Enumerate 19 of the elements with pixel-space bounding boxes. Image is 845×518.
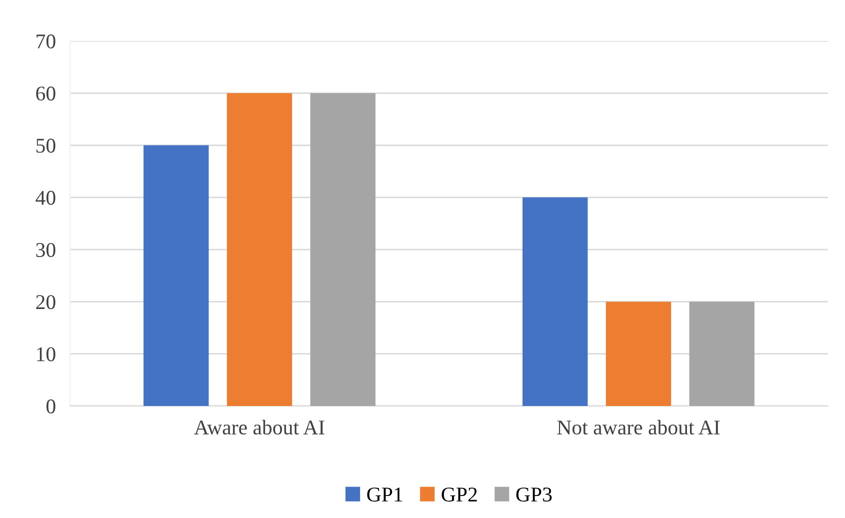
- bar: [144, 145, 209, 406]
- bar: [689, 302, 754, 406]
- legend-label: GP1: [367, 488, 402, 502]
- bar: [522, 197, 588, 406]
- y-tick-label: 10: [37, 347, 56, 362]
- y-tick-label: 0: [46, 399, 56, 414]
- y-tick-label: 40: [36, 190, 56, 205]
- y-tick-label: 70: [36, 34, 56, 48]
- bar: [226, 93, 292, 406]
- x-tick-label: Not aware about AI: [557, 420, 720, 435]
- y-tick-label: 20: [36, 295, 56, 310]
- legend-label: GP2: [442, 488, 477, 502]
- bar: [606, 302, 672, 406]
- y-tick-label: 50: [36, 138, 56, 153]
- x-tick-label: Aware about AI: [194, 420, 324, 435]
- legend-label: GP3: [516, 488, 552, 502]
- y-tick-label: 30: [36, 242, 56, 258]
- y-tick-label: 60: [36, 86, 56, 101]
- bar: [310, 93, 376, 406]
